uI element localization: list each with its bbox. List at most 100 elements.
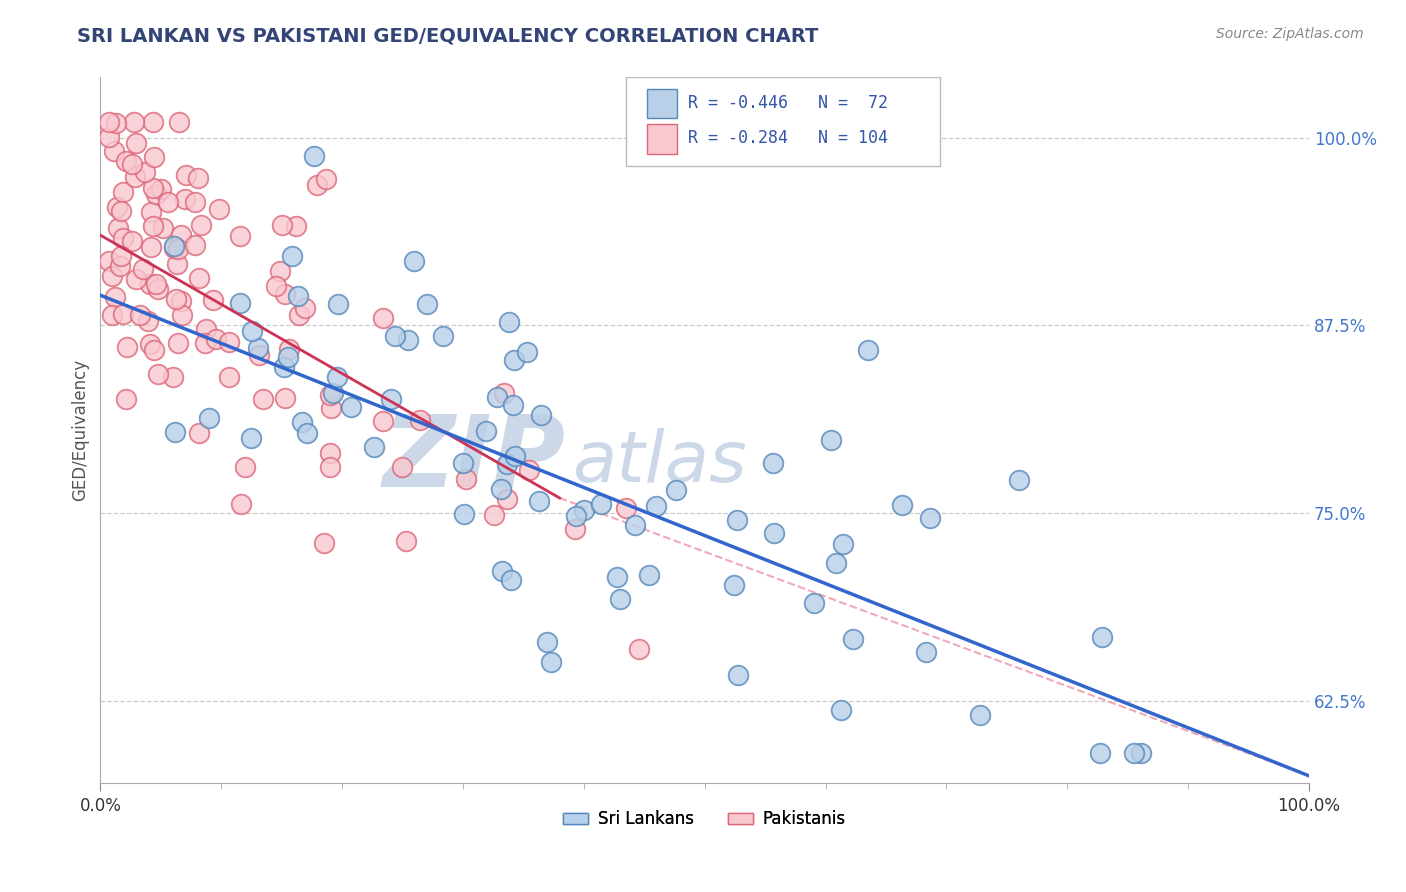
Point: [574, 503, 596, 517]
Point: [1008, 473, 1031, 487]
Point: [409, 413, 432, 427]
Point: [229, 229, 252, 244]
Point: [319, 446, 342, 460]
Point: [451, 456, 474, 470]
Point: [195, 322, 218, 336]
Point: [322, 386, 344, 401]
Point: [391, 460, 413, 475]
Point: [121, 157, 143, 171]
Point: [638, 568, 661, 582]
Point: [240, 324, 263, 338]
Point: [190, 218, 212, 232]
Point: [820, 433, 842, 447]
Point: [273, 391, 295, 405]
Point: [1090, 747, 1112, 761]
Point: [326, 297, 349, 311]
Point: [204, 332, 226, 346]
Point: [152, 221, 174, 235]
Point: [486, 390, 509, 404]
Point: [762, 526, 785, 541]
Point: [291, 415, 314, 429]
Point: [163, 239, 186, 253]
Point: [503, 450, 526, 464]
Point: [495, 458, 517, 472]
Point: [218, 370, 240, 384]
Point: [97, 129, 120, 144]
Point: [170, 227, 193, 242]
Point: [187, 171, 209, 186]
Point: [252, 392, 274, 406]
Text: atlas: atlas: [572, 427, 747, 497]
Point: [163, 241, 186, 255]
Point: [184, 237, 207, 252]
Point: [305, 178, 328, 193]
Point: [564, 522, 586, 536]
Point: [143, 150, 166, 164]
Point: [278, 342, 301, 356]
Point: [830, 703, 852, 717]
Point: [134, 164, 156, 178]
Point: [97, 115, 120, 129]
Point: [614, 501, 637, 516]
Point: [373, 413, 395, 427]
Point: [174, 192, 197, 206]
Point: [266, 279, 288, 293]
Point: [124, 272, 146, 286]
Point: [112, 307, 135, 321]
Point: [627, 642, 650, 657]
Bar: [647, 88, 676, 119]
Point: [536, 635, 558, 649]
Point: [609, 592, 631, 607]
Point: [326, 369, 349, 384]
Point: [517, 463, 540, 477]
Point: [315, 171, 337, 186]
Text: Source: ZipAtlas.com: Source: ZipAtlas.com: [1216, 27, 1364, 41]
Point: [1123, 747, 1146, 761]
Point: [229, 497, 252, 511]
Point: [891, 498, 914, 512]
Point: [124, 169, 146, 184]
Point: [277, 351, 299, 365]
Point: [163, 425, 186, 440]
Point: [665, 483, 688, 498]
Point: [108, 260, 131, 274]
Point: [170, 308, 193, 322]
Point: [606, 570, 628, 584]
Point: [1091, 630, 1114, 644]
Point: [516, 344, 538, 359]
Point: [142, 219, 165, 234]
Point: [727, 667, 749, 681]
Point: [131, 262, 153, 277]
Point: [395, 533, 418, 548]
Point: [139, 336, 162, 351]
Point: [915, 645, 938, 659]
Point: [498, 315, 520, 329]
Point: [139, 240, 162, 254]
Point: [540, 656, 562, 670]
Text: ZIP: ZIP: [382, 410, 565, 508]
Point: [111, 231, 134, 245]
Point: [271, 219, 294, 233]
Point: [502, 398, 524, 412]
Point: [484, 508, 506, 523]
Point: [858, 343, 880, 357]
Point: [453, 507, 475, 521]
Point: [101, 308, 124, 322]
Point: [530, 408, 553, 422]
Point: [145, 277, 167, 291]
Point: [1129, 747, 1152, 761]
Point: [110, 250, 132, 264]
Point: [165, 292, 187, 306]
Point: [115, 392, 138, 407]
Point: [233, 460, 256, 475]
Point: [319, 387, 342, 401]
Point: [139, 204, 162, 219]
Point: [832, 536, 855, 550]
Point: [170, 294, 193, 309]
Point: [194, 336, 217, 351]
Point: [285, 219, 308, 233]
Point: [841, 632, 863, 647]
Point: [340, 400, 363, 414]
Point: [157, 195, 180, 210]
Text: R = -0.446   N =  72: R = -0.446 N = 72: [688, 94, 887, 112]
